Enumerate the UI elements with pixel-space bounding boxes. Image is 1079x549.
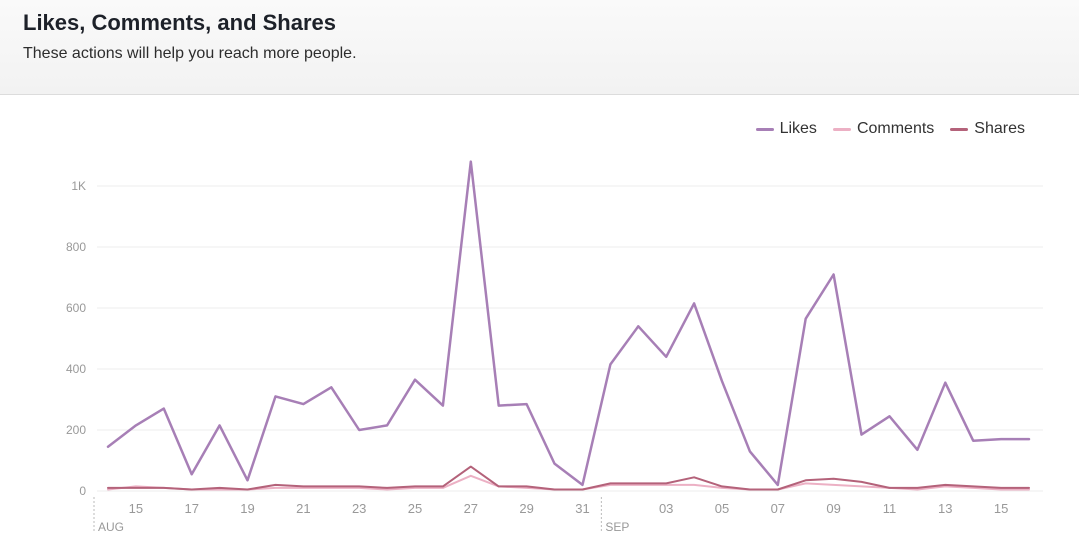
x-tick-label: 29: [519, 501, 533, 516]
page-subtitle: These actions will help you reach more p…: [23, 45, 357, 62]
x-tick-label: 31: [575, 501, 589, 516]
x-tick-label: 09: [826, 501, 840, 516]
chart-area: 0 200 400 600 800 1K 15 17 19 21 23 25 27 29 31 03 05 07 0…: [0, 95, 1079, 549]
series-line-shares: [107, 465, 1030, 491]
y-tick-label: 800: [66, 240, 86, 254]
legend-item-shares[interactable]: Shares: [950, 120, 1025, 138]
legend-label-shares: Shares: [974, 120, 1025, 137]
x-tick-label: 23: [352, 501, 366, 516]
page-title: Likes, Comments, and Shares: [23, 10, 336, 35]
legend-label-comments: Comments: [856, 120, 935, 137]
x-tick-label: 27: [464, 501, 478, 516]
x-tick-label: 05: [715, 501, 729, 516]
y-tick-label: 0: [79, 484, 86, 498]
legend-swatch-shares: [950, 127, 969, 131]
x-tick-label: 17: [184, 501, 198, 516]
line-chart: 0 200 400 600 800 1K 15 17 19 21 23 25 27 29 31 03 05 07 0…: [66, 160, 1043, 534]
legend-item-likes[interactable]: Likes: [755, 120, 817, 138]
x-tick-label: 25: [408, 501, 422, 516]
legend-item-comments[interactable]: Comments: [832, 120, 935, 138]
y-tick-label: 200: [66, 423, 86, 437]
card-header: Likes, Comments, and Shares These action…: [0, 0, 1079, 95]
month-label: SEP: [605, 520, 629, 534]
month-label: AUG: [98, 520, 124, 534]
x-tick-label: 07: [771, 501, 785, 516]
series-line-likes: [106, 160, 1031, 487]
x-tick-label: 15: [129, 501, 143, 516]
legend-swatch-likes: [755, 127, 774, 131]
y-tick-label: 1K: [71, 179, 86, 193]
y-tick-label: 600: [66, 301, 86, 315]
x-tick-label: 21: [296, 501, 310, 516]
legend-label-likes: Likes: [779, 120, 817, 137]
x-tick-label: 15: [994, 501, 1008, 516]
x-tick-label: 11: [883, 501, 897, 516]
legend-swatch-comments: [832, 127, 851, 131]
x-tick-label: 13: [938, 501, 952, 516]
x-tick-label: 03: [659, 501, 673, 516]
chart-legend[interactable]: Likes Comments Shares: [755, 120, 1025, 138]
y-tick-label: 400: [66, 362, 86, 376]
x-tick-label: 19: [240, 501, 254, 516]
